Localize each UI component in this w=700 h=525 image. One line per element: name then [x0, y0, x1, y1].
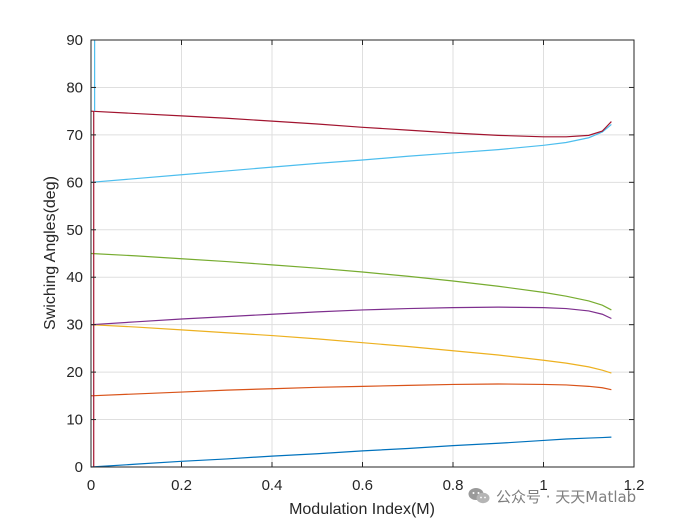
tick-marks: [90, 39, 635, 468]
y-tick-label: 30: [66, 317, 83, 334]
y-tick-label: 20: [66, 364, 83, 381]
x-axis-label: Modulation Index(M): [289, 501, 435, 518]
y-tick-label: 80: [66, 79, 83, 96]
x-tick-label: 0.4: [262, 477, 283, 494]
x-tick-label: 0.8: [443, 477, 464, 494]
x-tick-label: 0.2: [171, 477, 192, 494]
series-line-7: [90, 110, 612, 138]
series-group: [90, 40, 612, 468]
wechat-icon: [468, 488, 490, 504]
series-line-6: [90, 123, 612, 183]
series-line-2: [90, 383, 612, 397]
series-line-5: [90, 252, 612, 311]
watermark-text: 公众号 · 天天Matlab: [496, 487, 637, 506]
y-tick-label: 70: [66, 127, 83, 144]
y-tick-labels: 0 10 20 30 40 50 60 70 80 90: [66, 32, 83, 476]
series-line-4: [90, 306, 612, 326]
y-tick-label: 0: [75, 459, 83, 476]
y-tick-label: 40: [66, 269, 83, 286]
series-line-1: [90, 436, 612, 468]
series-line-3: [90, 324, 612, 374]
y-tick-label: 50: [66, 222, 83, 239]
y-tick-label: 60: [66, 174, 83, 191]
y-axis-label: Swiching Angles(deg): [42, 176, 59, 330]
watermark: 公众号 · 天天Matlab: [468, 484, 636, 508]
x-tick-label: 1: [539, 477, 547, 494]
x-tick-label: 1.2: [624, 477, 645, 494]
y-tick-label: 10: [66, 412, 83, 429]
x-tick-label: 0.6: [352, 477, 373, 494]
y-tick-label: 90: [66, 32, 83, 49]
x-tick-label: 0: [87, 477, 95, 494]
x-tick-labels: 0 0.2 0.4 0.6 0.8 1 1.2: [87, 477, 645, 494]
